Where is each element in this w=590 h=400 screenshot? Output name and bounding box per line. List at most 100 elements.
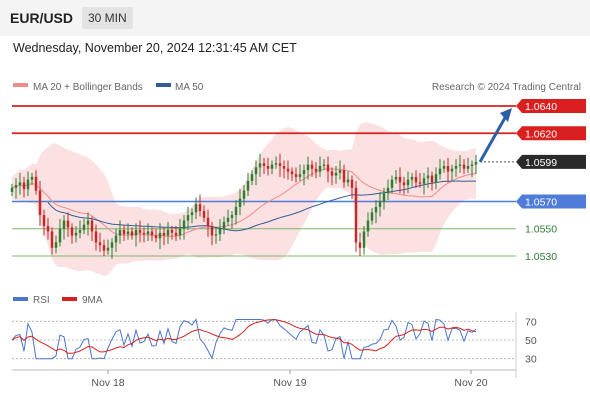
candle [174,226,178,241]
ma20-legend-swatch [13,83,28,87]
candle-body [18,182,22,186]
timeframe-button[interactable]: 30 MIN [82,7,133,29]
candle [26,171,30,196]
rsi-legend-swatch [13,297,28,301]
candle-body [158,232,162,239]
candle-body [370,212,374,221]
ma20-legend-label: MA 20 + Bollinger Bands [33,82,143,93]
candle-body [230,215,234,218]
candle [110,238,114,259]
candle-body [278,163,282,166]
candle [98,232,102,252]
candle [446,157,450,183]
candle-body [118,230,122,236]
candle-body [102,245,106,251]
candle [222,216,226,235]
candle [14,178,18,199]
forecast-arrow-shaft [478,115,508,163]
candle-body [254,167,258,175]
candle [62,215,66,240]
candle-body [70,227,74,236]
candle [90,216,94,241]
candle [58,219,62,247]
candle [286,160,290,180]
candle-body [426,175,430,179]
candle [170,226,174,240]
candle-body [446,166,450,172]
candle-body [190,212,194,216]
candle [146,223,150,241]
candle [262,157,266,175]
candle-body [474,161,478,165]
x-tick-label: Nov 18 [91,377,124,389]
candle-body [394,176,398,180]
candle-body [414,176,418,183]
candle-body [198,204,202,211]
level-tag-1.0570 [516,194,586,209]
candle-body [206,217,210,226]
forecast-arrow-head [500,108,512,122]
candle [94,224,98,251]
candle-body [374,206,378,213]
candle [406,171,410,194]
candle-body [442,166,446,169]
candle-body [314,168,318,172]
candle-body [130,231,134,236]
rsi-tick-70: 70 [525,316,537,328]
candle-body [266,166,270,169]
candle-body [430,175,434,183]
candle-body [270,164,274,169]
candle [426,167,430,188]
candle [390,175,394,194]
candle-body [390,179,394,188]
candle [214,227,218,244]
candle [194,197,198,220]
ma50-legend-swatch [156,83,171,87]
candle-body [302,170,306,175]
ma9-legend-swatch [62,297,77,301]
candles [10,153,478,259]
candle [18,172,22,195]
candle [34,170,38,195]
candle [78,220,82,239]
candle-body [382,193,386,202]
ma50-line [47,180,476,232]
candle-body [334,172,338,176]
candle [10,183,14,196]
candle-body [458,164,462,166]
candle-body [402,182,406,186]
moving-averages [11,168,477,237]
candle-body [58,228,62,243]
candle-body [210,226,214,236]
candle [282,160,286,179]
credit-text: Research © 2024 Trading Central [432,82,581,93]
candle [150,227,154,241]
rsi-tick-50: 50 [525,335,537,347]
candle-body [178,228,182,236]
candle [358,232,362,256]
candle [70,223,74,244]
candle [234,200,238,225]
candle [130,227,134,240]
candle-body [406,179,410,186]
candle-body [166,230,170,236]
candle-body [250,174,254,181]
candle [290,167,294,181]
candle [74,226,78,243]
candle [114,228,118,252]
candle [230,211,234,229]
candle [462,159,466,175]
candle [378,191,382,217]
level-tag-1.0640 [516,99,586,113]
candle-body [142,232,146,235]
candle-body [434,174,438,183]
candle [450,164,454,181]
candle-body [246,181,250,191]
candle [66,212,70,237]
candle-body [54,242,58,248]
candle-body [30,176,34,180]
candle-body [214,234,218,236]
candle-body [342,170,346,183]
candle-body [114,235,118,243]
candle-body [138,230,142,233]
